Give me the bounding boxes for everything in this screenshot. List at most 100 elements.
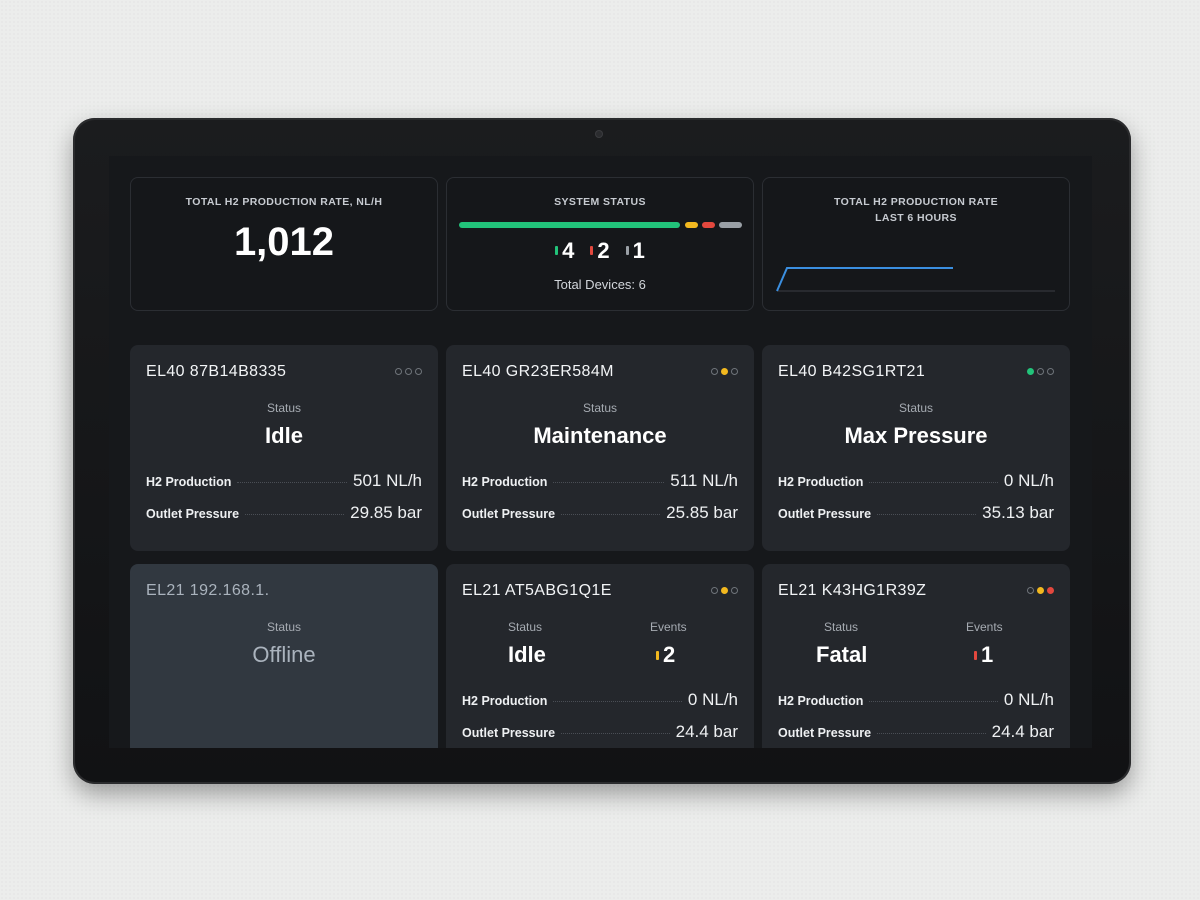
indicator-green-off — [395, 368, 402, 375]
outlet-pressure-value: 29.85 bar — [350, 503, 422, 522]
status-value: Idle — [265, 423, 303, 448]
device-id: EL21 K43HG1R39Z — [778, 582, 927, 599]
status-label: Status — [898, 401, 934, 415]
indicator-green-off — [711, 587, 718, 594]
status-label: Status — [266, 401, 302, 415]
h2-production-value: 501 NL/h — [353, 471, 422, 490]
total-production-value: 1,012 — [233, 220, 335, 264]
status-value: Maintenance — [533, 423, 667, 448]
production-trend-title-line1: TOTAL H2 PRODUCTION RATE — [834, 196, 998, 208]
events-label: Events — [650, 620, 687, 634]
device-card[interactable]: EL40 B42SG1RT21 Status Max Pressure H2 P… — [762, 345, 1070, 551]
dotted-leader — [869, 701, 998, 702]
outlet-pressure-label: Outlet Pressure — [462, 726, 556, 740]
outlet-pressure-label: Outlet Pressure — [462, 507, 556, 521]
indicator-green-off — [1027, 587, 1034, 594]
h2-production-row: H2 Production 501 NL/h — [146, 471, 422, 491]
h2-production-row: H2 Production 0 NL/h — [778, 690, 1054, 710]
device-card[interactable]: EL40 87B14B8335 Status Idle H2 Productio… — [130, 345, 438, 551]
device-id: EL40 87B14B8335 — [146, 363, 287, 380]
indicator-red-off — [415, 368, 422, 375]
outlet-pressure-value: 35.13 bar — [982, 503, 1054, 522]
system-status-title: SYSTEM STATUS — [554, 196, 646, 208]
outlet-pressure-label: Outlet Pressure — [778, 507, 872, 521]
dotted-leader — [245, 514, 345, 515]
device-id: EL40 GR23ER584M — [462, 363, 614, 380]
status-bar-offline-segment — [719, 222, 742, 228]
total-production-title: TOTAL H2 PRODUCTION RATE, NL/H — [185, 196, 383, 208]
status-indicator-dots — [1027, 368, 1054, 375]
indicator-yellow-off — [1037, 368, 1044, 375]
events-count-value: 1 — [981, 642, 994, 667]
status-value: Offline — [252, 642, 316, 667]
production-trend-title: TOTAL H2 PRODUCTION RATE LAST 6 HOURS — [763, 194, 1069, 226]
production-trend-chart — [776, 267, 1055, 292]
dotted-leader — [877, 514, 977, 515]
fault-marker-icon — [590, 246, 594, 255]
production-trend-tile: TOTAL H2 PRODUCTION RATE LAST 6 HOURS — [762, 177, 1070, 311]
h2-production-row: H2 Production 0 NL/h — [462, 690, 738, 710]
h2-production-label: H2 Production — [146, 475, 232, 489]
dotted-leader — [561, 733, 670, 734]
device-card[interactable]: EL21 K43HG1R39Z Status Fatal Events 1 H2… — [762, 564, 1070, 748]
device-card[interactable]: EL40 GR23ER584M Status Maintenance H2 Pr… — [446, 345, 754, 551]
warning-marker-icon — [656, 651, 659, 660]
outlet-pressure-row: Outlet Pressure 24.4 bar — [462, 722, 738, 742]
status-bar-warning-segment — [685, 222, 698, 228]
outlet-pressure-row: Outlet Pressure 24.4 bar — [778, 722, 1054, 742]
status-indicator-dots — [1027, 587, 1054, 594]
dotted-leader — [869, 482, 998, 483]
device-id: EL21 192.168.1. — [146, 582, 270, 599]
status-value: Idle — [508, 642, 546, 667]
indicator-red-on — [1047, 587, 1054, 594]
total-devices: Total Devices: 6 — [554, 277, 646, 292]
status-indicator-dots — [395, 368, 422, 375]
indicator-red-off — [1047, 368, 1054, 375]
device-card-offline[interactable]: EL21 192.168.1. Status Offline — [130, 564, 438, 748]
indicator-green-off — [711, 368, 718, 375]
status-label: Status — [824, 620, 859, 634]
dotted-leader — [553, 482, 665, 483]
dotted-leader — [553, 701, 682, 702]
trend-line — [776, 267, 953, 292]
events-count-value: 2 — [663, 642, 676, 667]
status-count-offline: 1 — [625, 238, 645, 264]
indicator-green-on — [1027, 368, 1034, 375]
h2-production-row: H2 Production 0 NL/h — [778, 471, 1054, 491]
front-camera — [595, 130, 603, 138]
h2-production-value: 0 NL/h — [1003, 690, 1054, 709]
device-id: EL21 AT5ABG1Q1E — [462, 582, 612, 599]
device-card[interactable]: EL21 AT5ABG1Q1E Status Idle Events 2 H2 … — [446, 564, 754, 748]
dotted-leader — [561, 514, 661, 515]
production-trend-title-line2: LAST 6 HOURS — [875, 212, 957, 224]
status-count-ok: 4 — [555, 238, 574, 264]
status-value: Max Pressure — [844, 423, 988, 448]
device-id: EL40 B42SG1RT21 — [778, 363, 926, 380]
indicator-yellow-on — [721, 368, 728, 375]
status-label: Status — [266, 620, 302, 634]
status-label: Status — [508, 620, 543, 634]
outlet-pressure-row: Outlet Pressure 35.13 bar — [778, 503, 1054, 523]
outlet-pressure-value: 24.4 bar — [675, 722, 738, 741]
h2-production-value: 0 NL/h — [1003, 471, 1054, 490]
indicator-yellow-on — [1037, 587, 1044, 594]
status-count-fault: 2 — [590, 238, 610, 264]
status-count-ok-value: 4 — [562, 238, 575, 263]
h2-production-label: H2 Production — [462, 475, 548, 489]
h2-production-row: H2 Production 511 NL/h — [462, 471, 738, 491]
h2-production-label: H2 Production — [462, 694, 548, 708]
status-label: Status — [582, 401, 618, 415]
h2-production-value: 0 NL/h — [687, 690, 738, 709]
status-count-offline-value: 1 — [632, 238, 645, 263]
dotted-leader — [237, 482, 347, 483]
outlet-pressure-value: 25.85 bar — [666, 503, 738, 522]
outlet-pressure-label: Outlet Pressure — [146, 507, 240, 521]
status-indicator-dots — [711, 587, 738, 594]
fault-marker-icon — [974, 651, 977, 660]
outlet-pressure-value: 24.4 bar — [991, 722, 1054, 741]
dashboard-screen: TOTAL H2 PRODUCTION RATE, NL/H 1,012 SYS… — [109, 156, 1092, 748]
dotted-leader — [877, 733, 986, 734]
h2-production-value: 511 NL/h — [670, 471, 738, 490]
